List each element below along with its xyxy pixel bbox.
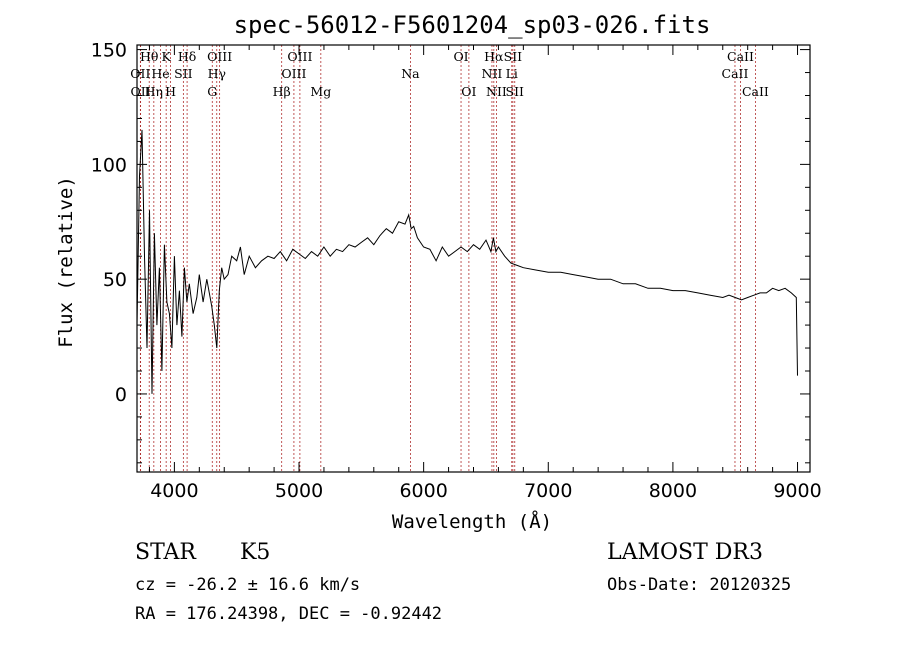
coordinates: RA = 176.24398, DEC = -0.92442 — [135, 604, 443, 624]
axis-ticks — [137, 45, 810, 472]
y-tick-label: 150 — [91, 40, 127, 62]
line-marker-label-19: Hα — [484, 49, 504, 64]
line-marker-label-21: NII — [486, 84, 507, 99]
x-tick-label: 9000 — [773, 480, 821, 502]
line-marker-label-4: Hη — [145, 84, 163, 99]
x-tick-label: 5000 — [275, 480, 323, 502]
x-tick-label: 6000 — [399, 480, 447, 502]
line-marker-label-23: Li — [506, 66, 518, 81]
observation-date: Obs-Date: 20120325 — [607, 575, 792, 595]
line-marker-label-10: Hγ — [208, 66, 226, 81]
x-tick-label: 4000 — [150, 480, 198, 502]
x-tick-label: 8000 — [649, 480, 697, 502]
object-subclass: K5 — [240, 540, 271, 565]
line-marker-label-12: Hβ — [273, 84, 291, 99]
spectrum-series-line — [136, 129, 798, 394]
line-marker-label-16: Na — [401, 66, 420, 81]
line-marker-label-11: G — [207, 84, 217, 99]
line-marker-label-7: SII — [174, 66, 193, 81]
x-axis-label: Wavelength (Å) — [392, 510, 552, 533]
object-class: STAR — [135, 540, 196, 565]
line-marker-label-5: K — [161, 49, 171, 64]
line-marker-label-26: CaII — [722, 66, 749, 81]
line-marker-label-2: Hθ — [140, 49, 158, 64]
line-marker-label-20: NII — [482, 66, 503, 81]
y-tick-label: 50 — [103, 269, 127, 291]
line-marker-label-25: CaII — [727, 49, 754, 64]
line-marker-label-15: Mg — [310, 84, 331, 99]
plot-frame — [136, 44, 811, 473]
redshift-cz: cz = -26.2 ± 16.6 km/s — [135, 575, 361, 595]
survey-name: LAMOST DR3 — [607, 540, 763, 565]
line-marker-label-17: OI — [453, 49, 468, 64]
line-marker-label-24: SII — [506, 84, 525, 99]
line-marker-label-1: OII — [131, 84, 151, 99]
y-axis-label: Flux (relative) — [55, 176, 77, 348]
line-marker-label-3: He — [151, 66, 169, 81]
line-marker-label-0: OII — [130, 66, 150, 81]
line-marker-label-6: H — [165, 84, 176, 99]
line-marker-label-9: OIII — [207, 49, 232, 64]
line-marker-label-22: SII — [504, 49, 523, 64]
line-marker-label-14: OIII — [281, 66, 306, 81]
y-tick-label: 100 — [91, 154, 127, 176]
chart-title: spec-56012-F5601204_sp03-026.fits — [234, 11, 711, 39]
y-tick-label: 0 — [115, 384, 127, 406]
line-markers — [139, 45, 756, 472]
line-marker-label-27: CaII — [742, 84, 769, 99]
line-marker-label-18: OI — [461, 84, 476, 99]
axis-tick-labels: 4000 5000 6000 7000 8000 9000 0 50 100 150 — [91, 40, 822, 502]
line-marker-labels: OII OII Hθ He Hη K H SII Hδ OIII Hγ G Hβ OIII OIII Mg Na… — [130, 49, 769, 99]
line-marker-label-13: OIII — [287, 49, 312, 64]
line-marker-label-8: Hδ — [178, 49, 196, 64]
x-tick-label: 7000 — [524, 480, 572, 502]
